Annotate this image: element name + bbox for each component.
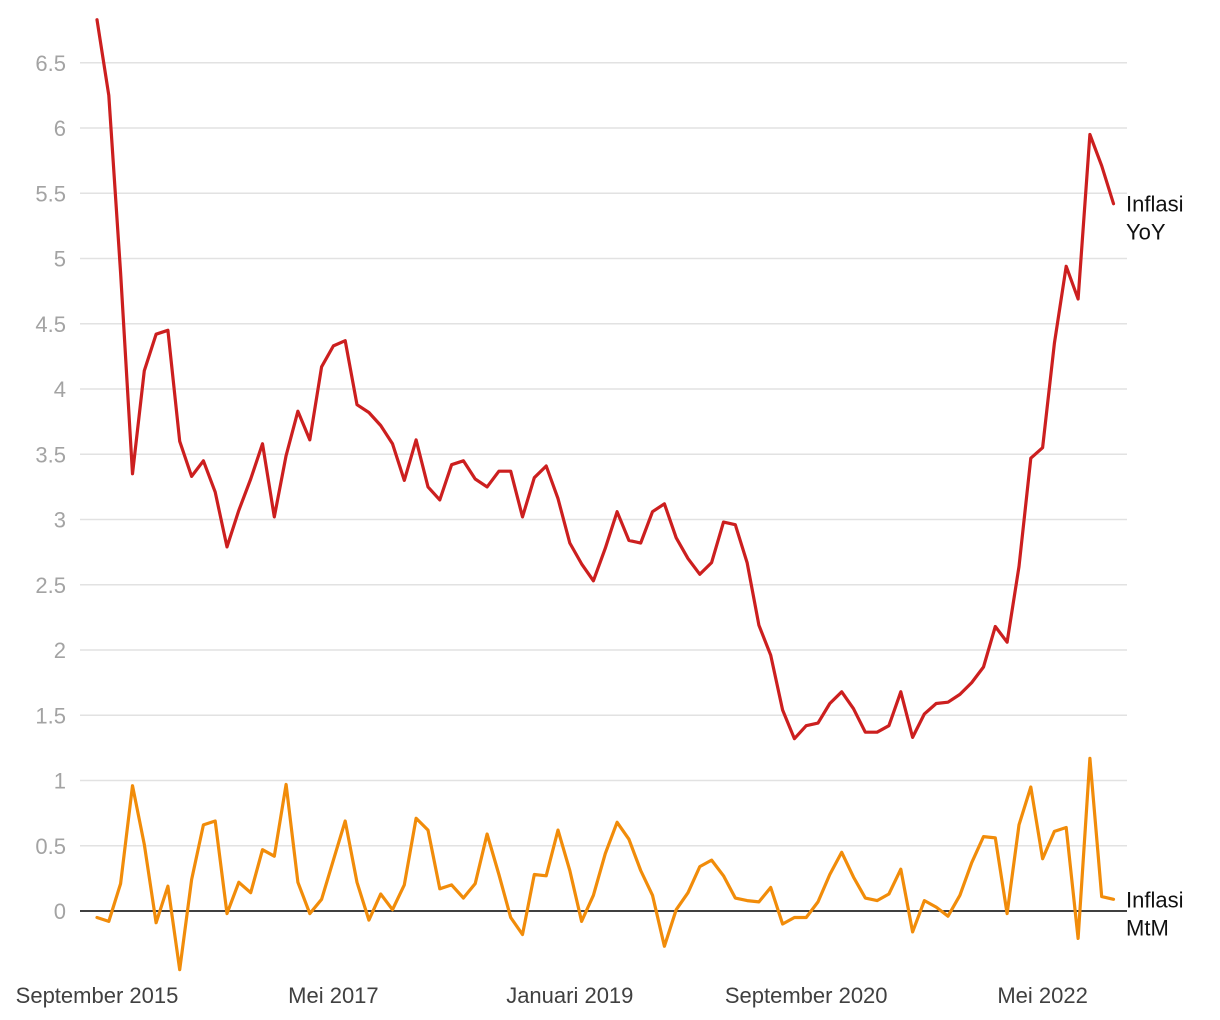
x-tick-label: September 2015 xyxy=(16,983,179,1008)
series-label-yoy: Inflasi YoY xyxy=(1126,192,1183,245)
y-tick-label: 3.5 xyxy=(35,442,66,467)
y-tick-label: 0.5 xyxy=(35,834,66,859)
y-tick-label: 4.5 xyxy=(35,312,66,337)
y-tick-label: 6 xyxy=(54,116,66,141)
series-label-mtm: Inflasi MtM xyxy=(1126,887,1183,940)
y-tick-label: 1.5 xyxy=(35,703,66,728)
gridlines xyxy=(80,62,1127,912)
x-tick-label: September 2020 xyxy=(725,983,888,1008)
x-tick-label: Mei 2017 xyxy=(288,983,379,1008)
y-tick-label: 5.5 xyxy=(35,181,66,206)
series-lines xyxy=(95,18,1116,972)
y-tick-label: 5 xyxy=(54,247,66,272)
y-tick-label: 4 xyxy=(54,377,66,402)
series-labels: Inflasi YoY Inflasi MtM xyxy=(1126,192,1183,941)
y-tick-label: 6.5 xyxy=(35,51,66,76)
y-tick-label: 3 xyxy=(54,508,66,533)
x-tick-label: Januari 2019 xyxy=(506,983,633,1008)
x-tick-label: Mei 2022 xyxy=(997,983,1088,1008)
y-tick-label: 1 xyxy=(54,769,66,794)
series-line-yoy xyxy=(95,18,1116,741)
y-axis-ticks: 0 0.5 1 1.5 2 2.5 3 3.5 4 4.5 5 5.5 6 6.5 xyxy=(35,51,66,924)
x-axis-ticks: September 2015 Mei 2017 Januari 2019 Septem… xyxy=(16,983,1088,1008)
series-line-mtm xyxy=(95,756,1116,972)
y-tick-label: 0 xyxy=(54,899,66,924)
y-tick-label: 2.5 xyxy=(35,573,66,598)
y-tick-label: 2 xyxy=(54,638,66,663)
